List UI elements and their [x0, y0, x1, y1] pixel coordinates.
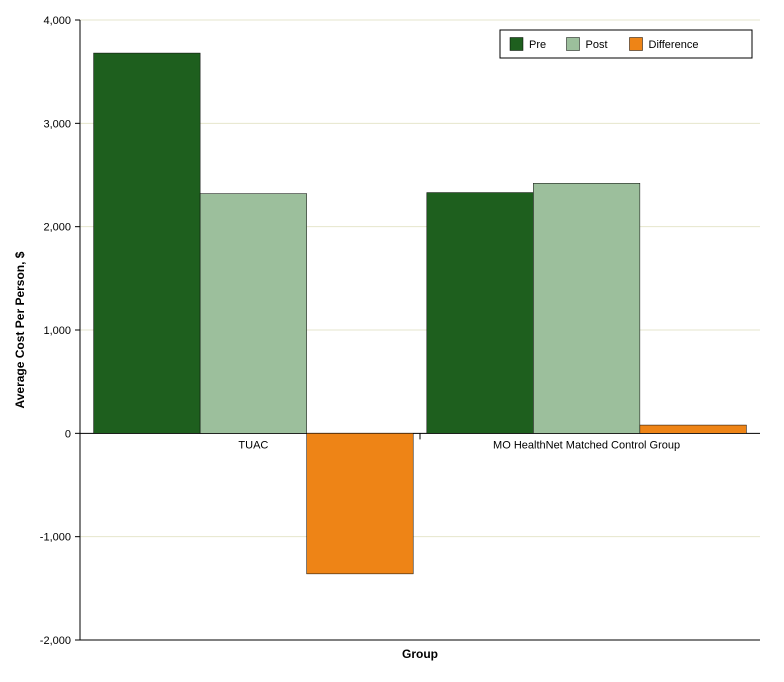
y-tick-label: 0 — [65, 428, 71, 440]
legend-swatch — [510, 38, 523, 51]
y-tick-label: 3,000 — [43, 118, 71, 130]
bar-difference — [640, 425, 747, 433]
bar-difference — [307, 433, 414, 574]
category-label: TUAC — [238, 439, 268, 451]
legend-label: Difference — [649, 39, 699, 51]
y-tick-label: -1,000 — [40, 532, 71, 544]
y-tick-label: 4,000 — [43, 15, 71, 27]
bar-pre — [94, 53, 201, 433]
legend-swatch — [567, 38, 580, 51]
bar-pre — [427, 193, 534, 434]
y-axis-title: Average Cost Per Person, $ — [13, 251, 27, 408]
legend-label: Post — [586, 39, 608, 51]
legend-swatch — [630, 38, 643, 51]
cost-bar-chart: -2,000 -1,000 0 1,000 2,000 3,000 4,000 TUAC MO … — [0, 0, 784, 682]
chart-svg: -2,000 -1,000 0 1,000 2,000 3,000 4,000 TUAC MO … — [0, 0, 784, 682]
x-axis-title: Group — [402, 647, 438, 661]
y-tick-label: -2,000 — [40, 635, 71, 647]
category-label: MO HealthNet Matched Control Group — [493, 439, 680, 451]
bar-post — [533, 183, 640, 433]
y-tick-label: 2,000 — [43, 222, 71, 234]
y-tick-label: 1,000 — [43, 325, 71, 337]
legend-label: Pre — [529, 39, 546, 51]
bar-post — [200, 194, 307, 434]
